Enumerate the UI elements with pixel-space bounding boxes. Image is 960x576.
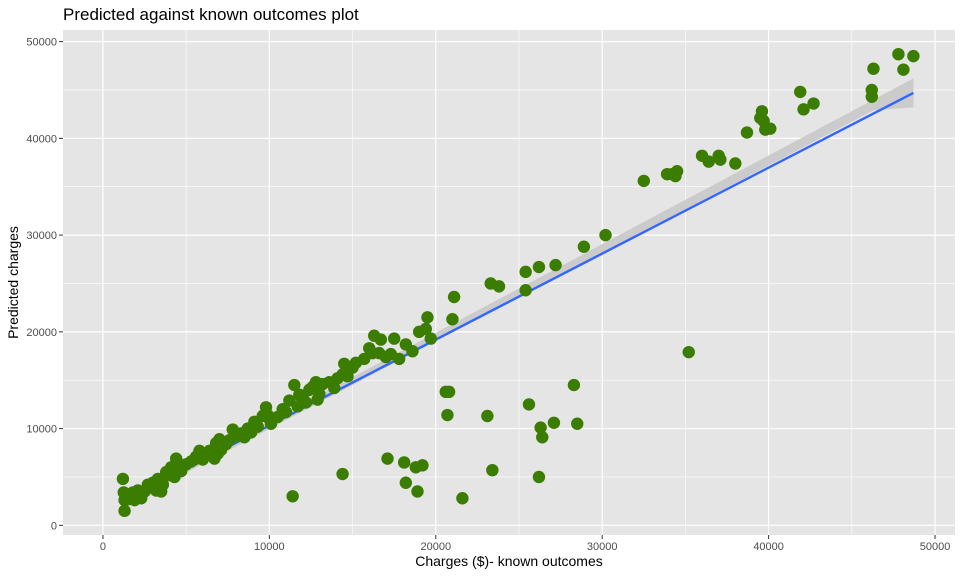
y-tick-label: 40000	[26, 133, 57, 145]
y-tick-label: 20000	[26, 327, 57, 339]
data-point	[279, 405, 293, 419]
data-point	[336, 467, 349, 481]
data-point	[251, 420, 264, 433]
x-tick-label: 20000	[420, 541, 451, 553]
y-tick-label: 10000	[26, 424, 57, 436]
data-point	[481, 409, 494, 423]
data-point	[299, 396, 313, 409]
data-point	[567, 378, 581, 392]
data-point	[406, 344, 419, 358]
grid-layer	[63, 30, 955, 535]
data-point	[865, 90, 878, 103]
data-point	[536, 431, 549, 444]
data-point	[522, 398, 536, 411]
chart-title: Predicted against known outcomes plot	[63, 5, 359, 24]
points-layer	[116, 47, 920, 518]
data-point	[486, 463, 499, 477]
data-point	[411, 485, 424, 498]
data-point	[897, 63, 910, 76]
data-point	[547, 416, 561, 429]
data-point	[372, 346, 386, 360]
axis-layer: 0 10000 20000 30000 40000 50000 0 10000 20000 300…	[26, 37, 950, 553]
y-tick-label: 30000	[26, 230, 57, 242]
data-point	[534, 421, 547, 434]
data-point	[532, 260, 546, 274]
data-point	[492, 280, 506, 293]
data-point	[374, 333, 388, 346]
x-axis-title: Charges ($)- known outcomes	[415, 553, 603, 569]
data-point	[328, 381, 341, 395]
x-tick-label: 30000	[587, 541, 618, 553]
data-point	[599, 228, 612, 242]
data-point	[532, 470, 546, 484]
x-tick-label: 10000	[254, 541, 285, 553]
data-point	[392, 352, 406, 366]
data-point	[807, 97, 820, 110]
data-point	[381, 452, 394, 465]
data-point	[311, 393, 324, 406]
data-point	[794, 85, 807, 99]
data-point	[387, 332, 401, 345]
data-point	[441, 408, 454, 422]
data-point	[153, 480, 166, 493]
data-point	[442, 385, 456, 399]
x-tick-label: 40000	[753, 541, 784, 553]
data-point	[446, 313, 459, 326]
data-point	[714, 153, 727, 166]
data-point	[702, 155, 715, 168]
data-point	[682, 345, 695, 359]
data-point	[907, 49, 920, 63]
data-point	[421, 311, 434, 324]
data-point	[670, 165, 684, 178]
data-point	[729, 157, 742, 170]
data-point	[397, 456, 411, 469]
data-point	[519, 265, 532, 279]
data-point	[577, 240, 591, 253]
data-point	[892, 47, 905, 61]
data-point	[416, 459, 429, 472]
data-point	[456, 492, 469, 505]
data-point	[519, 284, 532, 297]
data-point	[740, 126, 754, 139]
y-tick-label: 0	[51, 520, 57, 532]
data-point	[867, 62, 880, 75]
data-point	[447, 290, 461, 304]
data-point	[571, 417, 584, 430]
y-tick-label: 50000	[26, 37, 57, 49]
x-tick-label: 0	[100, 541, 106, 553]
data-point	[419, 322, 432, 336]
data-point	[286, 490, 299, 503]
data-point	[188, 453, 201, 466]
data-point	[797, 103, 810, 116]
y-axis-title: Predicted charges	[5, 226, 21, 339]
data-point	[399, 476, 413, 489]
data-point	[637, 174, 650, 188]
data-point	[116, 472, 130, 486]
data-point	[764, 122, 777, 135]
x-tick-label: 50000	[920, 541, 951, 553]
data-point	[211, 447, 224, 460]
data-point	[118, 504, 131, 518]
data-point	[549, 258, 562, 272]
data-point	[288, 378, 301, 392]
data-point	[424, 332, 437, 345]
data-point	[755, 105, 769, 118]
data-point	[261, 408, 274, 422]
